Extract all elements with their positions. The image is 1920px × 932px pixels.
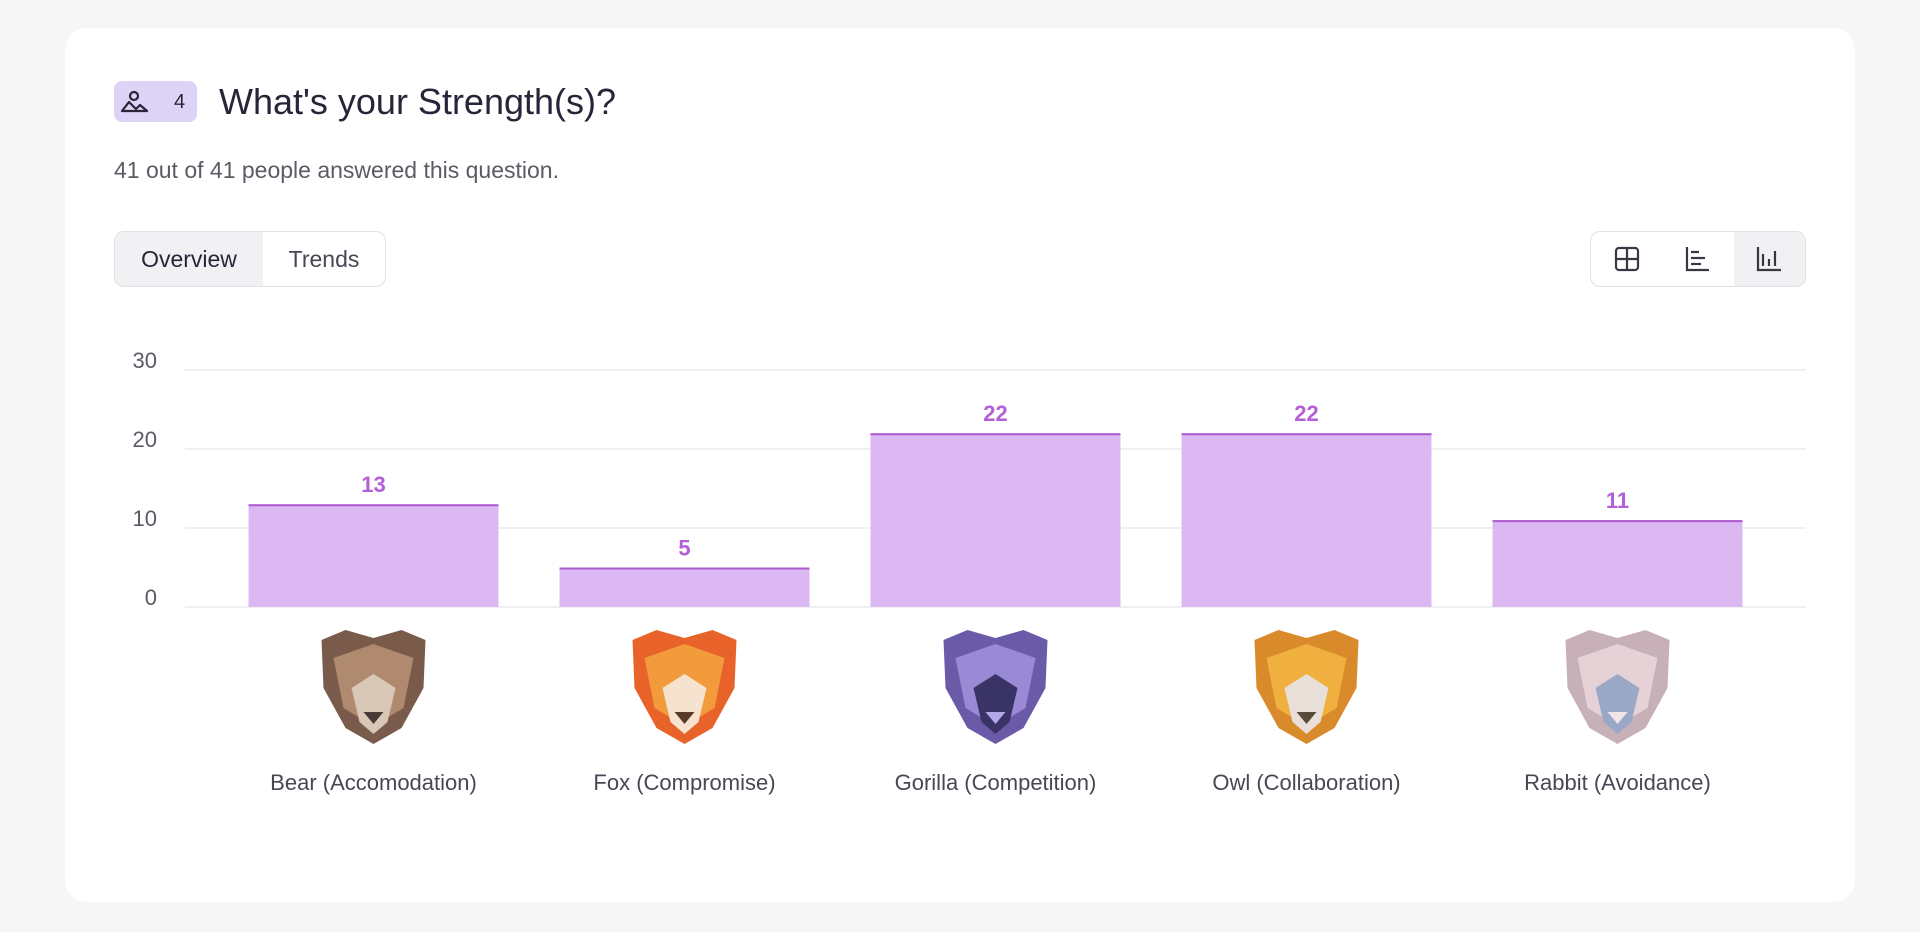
image-shape — [985, 712, 1006, 724]
value-label: 22 — [1294, 401, 1318, 426]
image-shape — [1284, 674, 1329, 734]
view-switch — [1590, 231, 1806, 287]
animal-image — [632, 630, 737, 744]
table-view[interactable] — [1614, 246, 1640, 272]
y-tick-label: 10 — [133, 506, 157, 531]
value-label: 13 — [361, 472, 385, 497]
badge-number: 4 — [174, 91, 186, 113]
tabs: Overview Trends — [114, 231, 386, 287]
x-tick-label: Bear (Accomodation) — [270, 770, 477, 795]
x-tick-label: Gorilla (Competition) — [895, 770, 1097, 795]
animal-image — [1254, 630, 1359, 744]
image-shape — [662, 674, 707, 734]
value-label: 5 — [678, 535, 690, 560]
x-tick-label: Owl (Collaboration) — [1212, 770, 1400, 795]
value-label: 22 — [983, 401, 1007, 426]
image-shape — [1607, 712, 1628, 724]
horizontal-bar-view[interactable] — [1685, 247, 1709, 272]
x-tick-label: Fox (Compromise) — [593, 770, 775, 795]
image-shape — [674, 712, 695, 724]
image-shape — [363, 712, 384, 724]
animal-image — [321, 630, 426, 744]
question-title: What's your Strength(s)? — [219, 81, 617, 122]
view-icons — [1614, 232, 1805, 286]
subtitle: 41 out of 41 people answered this questi… — [114, 157, 559, 183]
question-badge: 4 — [114, 81, 197, 122]
image-shape — [973, 674, 1018, 734]
bar — [1492, 520, 1743, 607]
image-shape — [1296, 712, 1317, 724]
image-shape — [351, 674, 396, 734]
animal-image — [1565, 630, 1670, 744]
value-label: 11 — [1606, 488, 1629, 513]
tab[interactable]: Overview — [115, 232, 263, 286]
animal-image — [943, 630, 1048, 744]
bar — [870, 433, 1121, 607]
image-icon — [120, 90, 149, 113]
y-tick-label: 20 — [133, 427, 157, 452]
bar — [559, 567, 810, 607]
bar — [248, 504, 499, 607]
y-tick-label: 30 — [133, 348, 157, 373]
image-shape — [1595, 674, 1640, 734]
y-tick-label: 0 — [145, 585, 157, 610]
bar — [1181, 433, 1432, 607]
vertical-bar-view[interactable] — [1756, 247, 1781, 272]
tab[interactable]: Trends — [288, 245, 360, 272]
x-tick-label: Rabbit (Avoidance) — [1524, 770, 1711, 795]
